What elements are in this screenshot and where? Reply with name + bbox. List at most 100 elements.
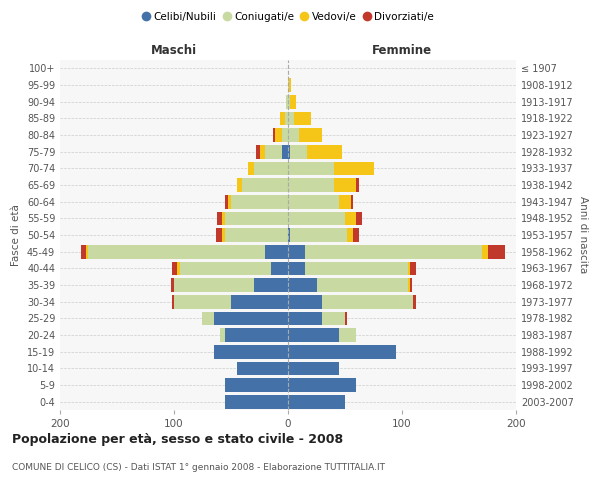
Bar [80,245,86,258]
Bar [408,278,410,292]
Bar [214,345,288,358]
Bar [350,195,353,208]
Bar [288,212,345,225]
Bar [275,128,283,142]
Bar [317,278,408,292]
Bar [305,262,408,275]
Bar [322,312,345,325]
Bar [236,178,242,192]
Bar [345,312,347,325]
Bar [288,78,289,92]
Text: Femmine: Femmine [372,44,432,57]
Bar [288,228,290,242]
Bar [179,262,271,275]
Bar [226,195,227,208]
Bar [288,145,290,158]
Bar [254,162,288,175]
Bar [214,312,288,325]
Bar [216,228,222,242]
Bar [227,195,231,208]
Bar [86,245,88,258]
Bar [88,245,265,258]
Bar [288,178,334,192]
Bar [222,212,226,225]
Bar [408,262,410,275]
Bar [288,345,397,358]
Bar [290,228,347,242]
Bar [413,295,416,308]
Bar [347,228,353,242]
Bar [248,162,254,175]
Bar [286,95,288,108]
Bar [356,212,362,225]
Bar [289,78,292,92]
Bar [260,145,265,158]
Bar [265,145,283,158]
Bar [410,262,416,275]
Bar [353,228,359,242]
Bar [299,128,322,142]
Bar [288,162,334,175]
Bar [231,295,288,308]
Bar [410,278,412,292]
Bar [334,162,373,175]
Bar [307,145,341,158]
Bar [288,378,356,392]
Bar [280,112,284,125]
Bar [273,128,275,142]
Bar [254,278,288,292]
Bar [172,295,174,308]
Bar [242,178,288,192]
Bar [231,195,288,208]
Bar [290,145,307,158]
Bar [288,278,317,292]
Bar [284,112,288,125]
Bar [226,395,288,408]
Bar [487,245,505,258]
Bar [226,328,288,342]
Bar [226,378,288,392]
Bar [226,228,288,242]
Bar [288,245,305,258]
Bar [356,178,359,192]
Legend: Celibi/Nubili, Coniugati/e, Vedovi/e, Divorziati/e: Celibi/Nubili, Coniugati/e, Vedovi/e, Di… [138,8,438,26]
Bar [283,128,288,142]
Text: Popolazione per età, sesso e stato civile - 2008: Popolazione per età, sesso e stato civil… [12,432,343,446]
Bar [288,295,322,308]
Bar [334,178,356,192]
Bar [178,262,180,275]
Bar [288,328,340,342]
Bar [265,245,288,258]
Bar [340,328,356,342]
Text: COMUNE DI CELICO (CS) - Dati ISTAT 1° gennaio 2008 - Elaborazione TUTTITALIA.IT: COMUNE DI CELICO (CS) - Dati ISTAT 1° ge… [12,462,385,471]
Bar [236,362,288,375]
Bar [288,362,340,375]
Bar [288,95,290,108]
Bar [305,245,482,258]
Bar [322,295,413,308]
Bar [202,312,214,325]
Bar [288,195,340,208]
Y-axis label: Anni di nascita: Anni di nascita [578,196,587,274]
Bar [271,262,288,275]
Bar [174,295,231,308]
Bar [482,245,487,258]
Bar [220,328,226,342]
Bar [288,262,305,275]
Bar [288,128,299,142]
Bar [340,195,350,208]
Bar [345,212,356,225]
Bar [283,145,288,158]
Bar [226,212,288,225]
Bar [256,145,260,158]
Bar [294,112,311,125]
Bar [288,312,322,325]
Bar [217,212,222,225]
Text: Maschi: Maschi [151,44,197,57]
Bar [170,278,174,292]
Bar [290,95,296,108]
Bar [174,278,254,292]
Y-axis label: Fasce di età: Fasce di età [11,204,21,266]
Bar [288,395,345,408]
Bar [288,112,294,125]
